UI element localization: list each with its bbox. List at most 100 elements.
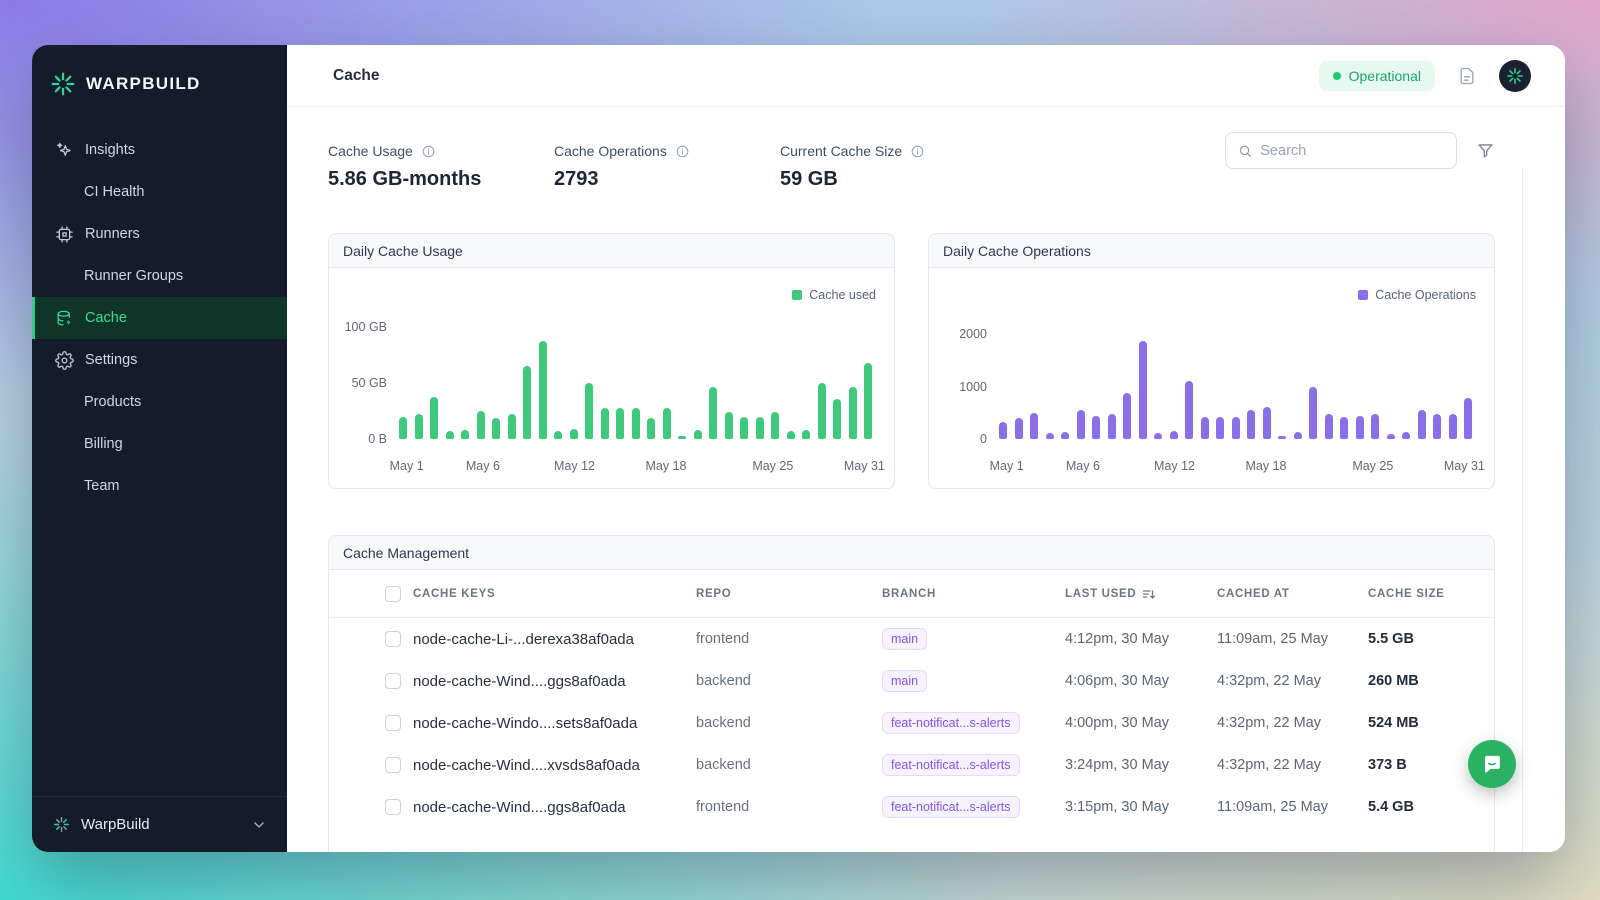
row-checkbox[interactable] bbox=[385, 799, 401, 815]
stat-value: 59 GB bbox=[780, 168, 838, 190]
daily-cache-usage-card: Daily Cache Usage Cache used 0 B 50 GB 100… bbox=[328, 233, 895, 489]
last-used: 4:06pm, 30 May bbox=[1065, 673, 1169, 689]
bar bbox=[445, 431, 454, 439]
stats-row: Cache Usage 5.86 GB-months Cache Operati… bbox=[328, 132, 1495, 191]
bar bbox=[999, 422, 1007, 439]
chat-bubble-icon bbox=[1485, 755, 1500, 773]
legend-label: Cache Operations bbox=[1375, 288, 1476, 302]
sidebar-item-label: Runners bbox=[85, 226, 140, 242]
info-icon[interactable] bbox=[910, 144, 925, 159]
bar bbox=[1340, 416, 1348, 439]
sidebar-item-runners[interactable]: Runners bbox=[32, 213, 287, 255]
branch-badge: main bbox=[882, 670, 928, 692]
chart-legend: Cache used bbox=[792, 288, 876, 302]
bar-plot bbox=[999, 321, 1472, 439]
cache-database-icon bbox=[55, 309, 74, 328]
last-used: 4:00pm, 30 May bbox=[1065, 715, 1169, 731]
row-checkbox[interactable] bbox=[385, 715, 401, 731]
legend-swatch bbox=[792, 290, 803, 300]
stat-label: Cache Operations bbox=[554, 143, 667, 159]
chat-launcher-button[interactable] bbox=[1468, 740, 1516, 788]
row-checkbox[interactable] bbox=[385, 757, 401, 773]
table-row[interactable]: node-cache-Li-...derexa38af0ada frontend… bbox=[329, 618, 1494, 660]
sidebar-item-team[interactable]: Team bbox=[32, 465, 287, 507]
x-tick-label: May 25 bbox=[1352, 459, 1394, 473]
stat-value: 2793 bbox=[554, 168, 599, 190]
chart-legend: Cache Operations bbox=[1358, 288, 1476, 302]
bar bbox=[1293, 432, 1302, 439]
bar bbox=[1247, 409, 1255, 439]
chip-icon bbox=[55, 225, 74, 244]
y-axis: 0 1000 2000 bbox=[929, 321, 987, 446]
select-all-checkbox[interactable] bbox=[385, 585, 401, 602]
bar bbox=[1417, 409, 1426, 439]
table-row[interactable]: node-cache-Windo....sets8af0ada backend … bbox=[329, 702, 1494, 744]
stat-cache-usage: Cache Usage 5.86 GB-months bbox=[328, 143, 554, 191]
x-tick-label: May 12 bbox=[553, 459, 595, 473]
cached-at: 11:09am, 25 May bbox=[1217, 631, 1328, 647]
bar bbox=[1464, 398, 1472, 439]
filter-icon[interactable] bbox=[1476, 141, 1495, 160]
table-row[interactable]: node-cache-Wind....ggs8af0ada frontend f… bbox=[329, 786, 1494, 828]
status-label: Operational bbox=[1348, 67, 1421, 84]
y-tick-label: 0 bbox=[980, 432, 987, 446]
bar bbox=[1371, 413, 1379, 439]
x-axis: May 1 May 6 May 12 May 18 May 25 May 31 bbox=[390, 459, 885, 475]
y-tick-label: 0 B bbox=[368, 432, 387, 446]
bar bbox=[1045, 432, 1054, 439]
avatar[interactable] bbox=[1499, 59, 1531, 92]
bar bbox=[523, 365, 531, 439]
bar bbox=[724, 412, 733, 439]
sort-icon[interactable] bbox=[1142, 587, 1156, 601]
bar bbox=[1092, 416, 1100, 439]
org-switcher[interactable]: WarpBuild bbox=[32, 796, 287, 852]
y-tick-label: 100 GB bbox=[344, 319, 387, 334]
stat-label: Current Cache Size bbox=[780, 143, 903, 159]
bar bbox=[585, 382, 593, 439]
x-tick-label: May 6 bbox=[465, 459, 500, 473]
sidebar-item-cache[interactable]: Cache bbox=[32, 297, 287, 339]
brand-logo: WARPBUILD bbox=[32, 45, 287, 113]
legend-swatch bbox=[1358, 290, 1369, 300]
page-title: Cache bbox=[333, 66, 380, 84]
x-tick-label: May 31 bbox=[1443, 459, 1485, 473]
warpbuild-starburst-icon bbox=[51, 72, 75, 96]
cache-size: 260 MB bbox=[1368, 673, 1419, 689]
bar bbox=[1123, 393, 1131, 439]
sidebar-item-label: Settings bbox=[85, 352, 138, 368]
row-checkbox[interactable] bbox=[385, 631, 401, 647]
bar bbox=[1278, 435, 1286, 439]
info-icon[interactable] bbox=[421, 144, 436, 159]
cached-at: 11:09am, 25 May bbox=[1217, 799, 1328, 815]
sidebar-item-label: CI Health bbox=[84, 184, 145, 200]
col-cache-keys: CACHE KEYS bbox=[413, 587, 496, 600]
bar bbox=[476, 410, 485, 439]
repo: backend bbox=[696, 757, 751, 773]
stat-cache-operations: Cache Operations 2793 bbox=[554, 143, 780, 191]
sidebar-item-insights[interactable]: Insights bbox=[32, 129, 287, 171]
bar-plot bbox=[399, 321, 872, 439]
row-checkbox[interactable] bbox=[385, 673, 401, 689]
last-used: 3:24pm, 30 May bbox=[1065, 757, 1169, 773]
document-icon[interactable] bbox=[1457, 66, 1477, 86]
bar bbox=[1448, 414, 1457, 439]
sidebar-item-products[interactable]: Products bbox=[32, 381, 287, 423]
sidebar-item-ci-health[interactable]: CI Health bbox=[32, 171, 287, 213]
brand-name: WARPBUILD bbox=[86, 74, 201, 93]
status-badge[interactable]: Operational bbox=[1318, 60, 1435, 91]
x-tick-label: May 31 bbox=[843, 459, 885, 473]
cache-usage-chart: Cache used 0 B 50 GB 100 GB May 1 May 6 May … bbox=[329, 268, 894, 488]
table-row[interactable]: node-cache-Wind....xvsds8af0ada backend … bbox=[329, 744, 1494, 786]
y-tick-label: 2000 bbox=[959, 327, 987, 342]
table-row[interactable]: node-cache-Wind....ggs8af0ada backend ma… bbox=[329, 660, 1494, 702]
cached-at: 4:32pm, 22 May bbox=[1217, 715, 1321, 731]
col-branch: BRANCH bbox=[882, 587, 936, 600]
bar bbox=[1061, 431, 1069, 439]
sidebar-item-billing[interactable]: Billing bbox=[32, 423, 287, 465]
sidebar-nav: Insights CI Health Runners bbox=[32, 129, 287, 507]
info-icon[interactable] bbox=[675, 144, 690, 159]
sidebar-item-runner-groups[interactable]: Runner Groups bbox=[32, 255, 287, 297]
search-input[interactable] bbox=[1260, 142, 1444, 159]
scrollbar-track[interactable] bbox=[1522, 169, 1523, 852]
sidebar-item-settings[interactable]: Settings bbox=[32, 339, 287, 381]
